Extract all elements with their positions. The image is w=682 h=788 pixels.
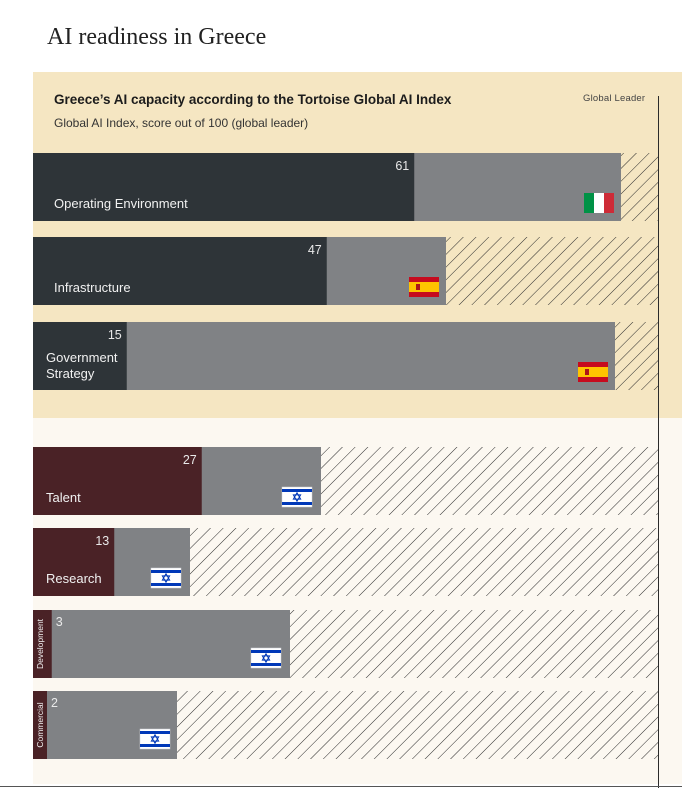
value-label: 13	[95, 534, 109, 548]
greece-bar	[33, 691, 47, 759]
bottom-rule	[0, 786, 682, 787]
category-label: Research	[46, 571, 102, 586]
value-label: 15	[108, 328, 122, 342]
global-leader-line	[658, 96, 659, 788]
category-label: Commercial	[35, 702, 45, 747]
flag-israel-icon	[281, 486, 313, 508]
value-label: 61	[395, 159, 409, 173]
flag-israel-icon	[150, 567, 182, 589]
bar-row-talent: 27 Talent	[33, 447, 658, 515]
greece-bar	[33, 447, 202, 515]
leader-bar	[33, 322, 615, 390]
leader-bar	[33, 610, 290, 678]
greece-bar	[33, 610, 52, 678]
flag-spain-icon	[409, 277, 439, 297]
chart-subtitle: Global AI Index, score out of 100 (globa…	[54, 116, 309, 130]
category-label: Infrastructure	[54, 280, 131, 295]
global-leader-label: Global Leader	[583, 93, 646, 104]
value-label: 3	[56, 615, 63, 629]
greece-bar	[33, 153, 415, 221]
value-label: 47	[308, 243, 322, 257]
category-label: Talent	[46, 490, 81, 505]
greece-bar	[33, 528, 115, 596]
value-label: 2	[51, 696, 58, 710]
chart-title: Greece’s AI capacity according to the To…	[54, 92, 452, 107]
flag-israel-icon	[139, 728, 171, 750]
bar-row-operating-environment: 61 Operating Environment	[33, 153, 658, 221]
bar-row-research: 13 Research	[33, 528, 658, 596]
category-label: Government Strategy	[46, 350, 118, 381]
greece-bar	[33, 237, 327, 305]
bar-row-commercial: 2 Commercial	[33, 691, 658, 759]
page-title: AI readiness in Greece	[47, 24, 267, 50]
flag-spain-icon	[578, 362, 608, 382]
bar-row-development: 3 Development	[33, 610, 658, 678]
flag-israel-icon	[250, 647, 282, 669]
category-label: Operating Environment	[54, 196, 188, 211]
flag-italy-icon	[584, 193, 614, 213]
category-label: Development	[35, 618, 45, 669]
bar-row-government-strategy: 15 Government Strategy	[33, 322, 658, 390]
greece-bar	[33, 322, 127, 390]
bar-row-infrastructure: 47 Infrastructure	[33, 237, 658, 305]
value-label: 27	[183, 453, 197, 467]
